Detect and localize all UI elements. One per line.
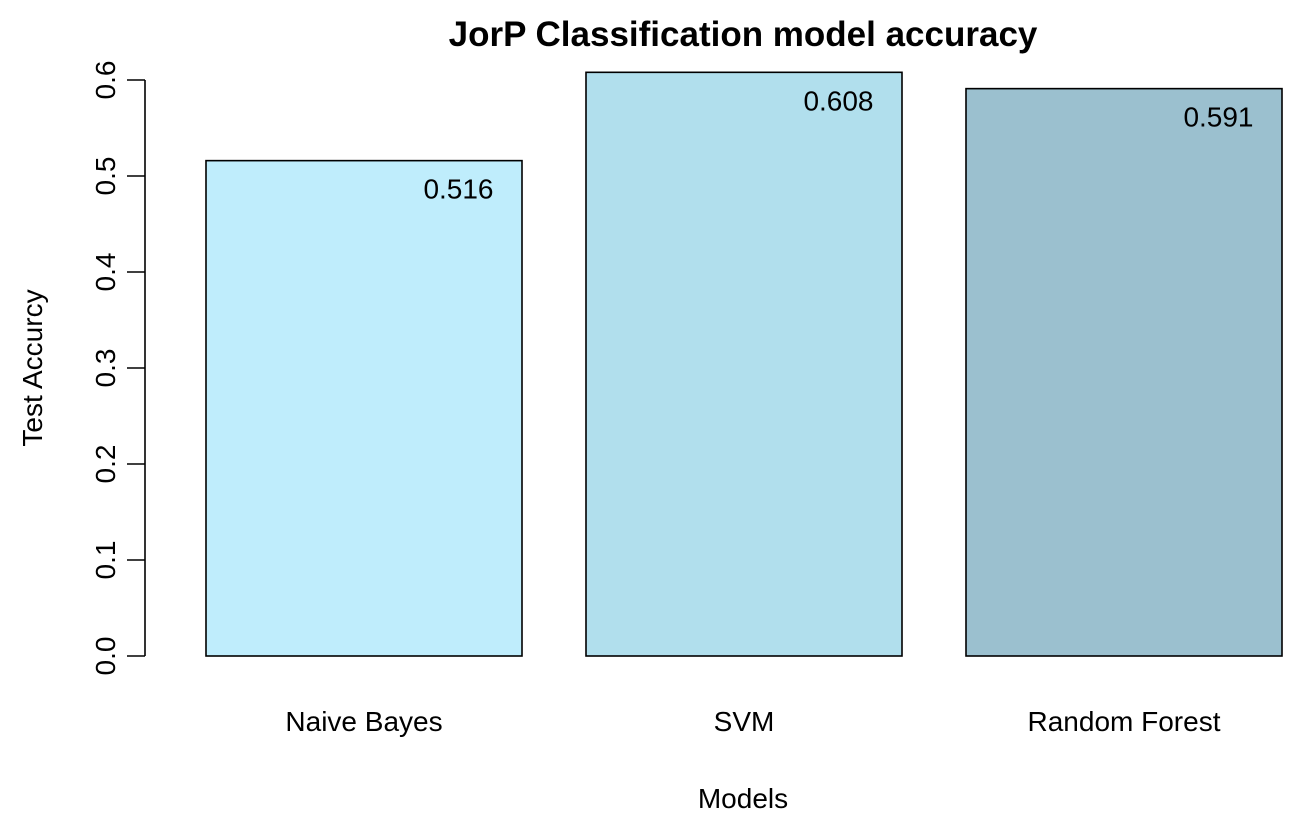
bar	[585, 71, 903, 657]
category-label: Naive Bayes	[285, 706, 442, 737]
y-axis-label: Test Accurcy	[17, 289, 48, 446]
y-tick-label: 0.2	[90, 445, 121, 484]
bar-value-label: 0.516	[423, 174, 493, 205]
x-axis-label: Models	[698, 783, 788, 814]
y-tick-label: 0.4	[90, 253, 121, 292]
category-label: SVM	[714, 706, 775, 737]
data-labels: 0.516 0.608 0.591	[423, 85, 1253, 204]
y-tick-label: 0.3	[90, 349, 121, 388]
bars	[205, 71, 1283, 657]
y-axis: 0.0 0.1 0.2 0.3 0.4 0.5 0.6	[90, 61, 146, 676]
y-tick-label: 0.6	[90, 61, 121, 100]
category-labels: Naive Bayes SVM Random Forest	[285, 706, 1220, 737]
y-tick-label: 0.1	[90, 541, 121, 580]
y-tick-label: 0.0	[90, 637, 121, 676]
chart-title: JorP Classification model accuracy	[449, 15, 1038, 54]
bar-value-label: 0.608	[803, 85, 873, 116]
y-tick-label: 0.5	[90, 157, 121, 196]
bar-value-label: 0.591	[1183, 102, 1253, 133]
bar	[205, 159, 523, 657]
bar	[965, 87, 1283, 657]
category-label: Random Forest	[1028, 706, 1221, 737]
